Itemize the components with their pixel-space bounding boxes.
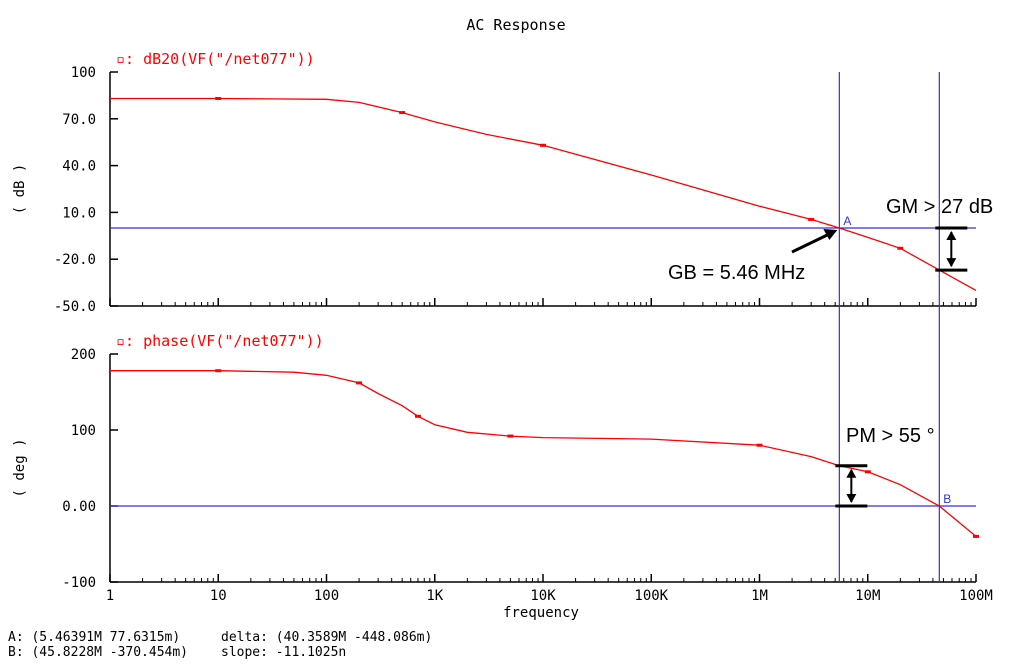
data-point xyxy=(215,369,222,373)
pm-arrow-head-bottom xyxy=(846,494,857,503)
x-tick-label: 1M xyxy=(751,588,768,604)
readout-slope: slope: -11.1025n xyxy=(221,645,346,660)
x-tick-label: 10M xyxy=(855,588,880,604)
x-tick-label: 10K xyxy=(530,588,556,604)
data-point xyxy=(973,534,979,538)
gb-arrow-head xyxy=(823,229,838,240)
data-point xyxy=(507,434,514,438)
y-axis-label: ( deg ) xyxy=(12,438,28,497)
data-point xyxy=(399,111,406,115)
trace-label: ▫: phase(VF("/net077")) xyxy=(116,332,324,350)
chart-title: AC Response xyxy=(466,16,565,34)
x-axis-label: frequency xyxy=(503,605,579,621)
gm-arrow-head-top xyxy=(946,231,957,240)
y-tick-label: 40.0 xyxy=(62,159,96,175)
annotations: GB = 5.46 MHz GM > 27 dB PM > 55 ° xyxy=(668,196,993,508)
x-tick-label: 1 xyxy=(106,588,114,604)
x-tick-label: 100K xyxy=(634,588,668,604)
x-axis: 1 10 100 1K 10K 100K 1M 10M 100M xyxy=(106,588,993,604)
x-tick-label: 100M xyxy=(959,588,993,604)
series-line xyxy=(110,370,977,537)
data-point xyxy=(215,97,222,101)
phase-panel: 200 100 0.00 -100 ( deg ) ▫: phase(VF("/net07… xyxy=(12,332,979,591)
marker-label: A xyxy=(843,214,851,228)
y-tick-label: 10.0 xyxy=(62,205,96,221)
x-tick-label: 100 xyxy=(314,588,339,604)
y-tick-label: 70.0 xyxy=(62,112,96,128)
x-tick-label: 10 xyxy=(210,588,227,604)
y-tick-label: 0.00 xyxy=(62,499,96,515)
y-tick-label: 100 xyxy=(71,423,96,439)
y-tick-label: -100 xyxy=(62,575,96,591)
data-point xyxy=(414,414,421,418)
trace-label: ▫: dB20(VF("/net077")) xyxy=(116,50,315,68)
marker-label: B xyxy=(943,492,951,506)
y-tick-label: -50.0 xyxy=(54,299,96,315)
marker-lines: AB xyxy=(838,72,951,582)
series-line xyxy=(110,97,977,291)
pm-arrow-head-top xyxy=(846,468,857,478)
gb-arrow-shaft xyxy=(791,232,830,254)
readout-b: B: (45.8228M -370.454m) xyxy=(8,645,188,660)
y-tick-label: 200 xyxy=(71,347,96,363)
y-tick-label: 100 xyxy=(71,65,96,81)
gm-annotation: GM > 27 dB xyxy=(886,196,993,218)
y-axis-label: ( dB ) xyxy=(12,164,28,215)
data-point xyxy=(808,217,815,221)
gm-arrow-head-bottom xyxy=(946,258,957,268)
readout-a: A: (5.46391M 77.6315m) xyxy=(8,630,180,645)
data-point xyxy=(540,143,546,147)
data-point xyxy=(897,246,904,250)
x-tick-label: 1K xyxy=(426,588,443,604)
gb-annotation: GB = 5.46 MHz xyxy=(668,262,805,284)
y-tick-label: -20.0 xyxy=(54,252,96,268)
data-point xyxy=(864,470,871,474)
data-point xyxy=(356,381,363,385)
pm-annotation: PM > 55 ° xyxy=(846,425,935,447)
readout-delta: delta: (40.3589M -448.086m) xyxy=(221,630,432,645)
magnitude-panel: 100 70.0 40.0 10.0 -20.0 -50.0 ( dB ) ▫: dB20(V… xyxy=(12,50,977,315)
data-point xyxy=(756,443,763,447)
